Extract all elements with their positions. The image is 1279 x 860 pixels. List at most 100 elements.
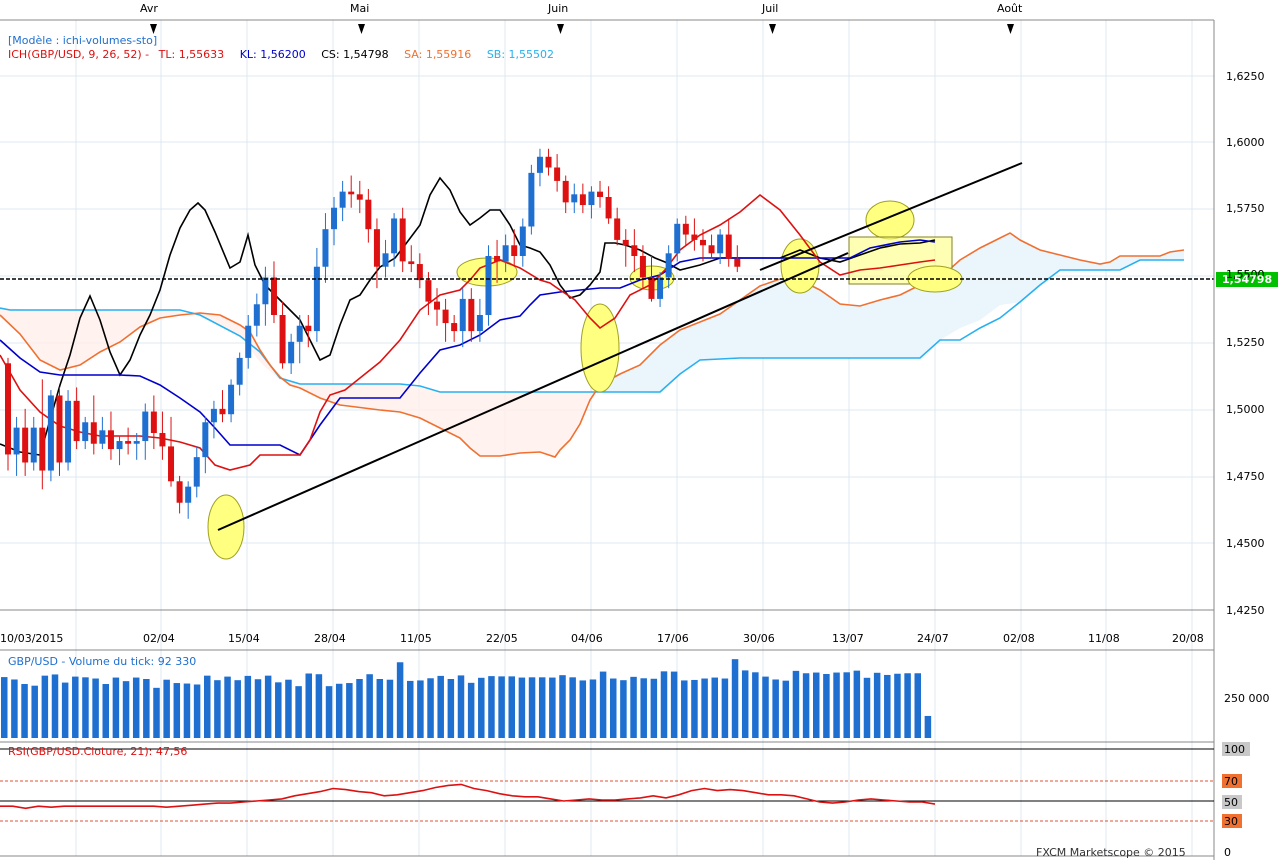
candlestick bbox=[442, 298, 449, 342]
candlestick bbox=[459, 288, 466, 348]
candlestick bbox=[168, 416, 175, 487]
rsi-level-label: 70 bbox=[1224, 775, 1238, 788]
tenkan-value: TL: 1,55633 bbox=[158, 48, 225, 61]
price-tick: 1,4250 bbox=[1226, 604, 1265, 617]
candlestick bbox=[245, 315, 252, 369]
candlestick bbox=[73, 387, 80, 450]
candlestick bbox=[717, 229, 724, 265]
volume-bar bbox=[11, 679, 18, 738]
volume-bar bbox=[224, 676, 231, 738]
volume-bar bbox=[924, 715, 932, 738]
highlight-ellipses bbox=[207, 200, 963, 560]
candlestick bbox=[511, 229, 518, 267]
candlestick bbox=[288, 333, 295, 374]
rsi-level-box-30 bbox=[1222, 814, 1242, 828]
candlestick bbox=[451, 315, 458, 342]
candlestick bbox=[597, 180, 604, 208]
rsi-level-box-70 bbox=[1222, 774, 1242, 788]
volume-bar bbox=[92, 678, 99, 738]
candlestick bbox=[56, 387, 63, 476]
volume-bar bbox=[528, 677, 536, 738]
candlestick bbox=[382, 239, 389, 278]
candlestick bbox=[219, 390, 226, 423]
volume-bar bbox=[904, 673, 911, 738]
volume-bar bbox=[204, 675, 211, 738]
candlestick bbox=[665, 245, 672, 289]
candlestick bbox=[107, 411, 114, 460]
volume-bar bbox=[660, 671, 668, 738]
candlestick bbox=[279, 301, 286, 369]
candlestick bbox=[142, 403, 149, 460]
volume-bar bbox=[559, 675, 566, 738]
volume-bar bbox=[741, 670, 749, 738]
candlestick bbox=[125, 427, 132, 455]
volume-bar bbox=[813, 672, 820, 738]
volume-bar bbox=[21, 684, 28, 738]
candlestick bbox=[313, 247, 320, 342]
candlestick bbox=[734, 245, 741, 273]
volume-bar bbox=[366, 674, 373, 738]
volume-bar bbox=[457, 675, 465, 738]
volume-bar bbox=[701, 678, 708, 738]
date-tick: 22/05 bbox=[486, 632, 518, 645]
candlestick bbox=[699, 229, 706, 262]
price-tick: 1,4750 bbox=[1226, 470, 1265, 483]
volume-bar bbox=[61, 682, 69, 738]
volume-bar bbox=[599, 671, 607, 738]
volume-bar bbox=[549, 677, 556, 738]
candlestick bbox=[468, 288, 475, 342]
candlestick bbox=[253, 293, 260, 337]
candlestick bbox=[270, 261, 277, 324]
month-label: Mai bbox=[350, 2, 370, 15]
price-tick: 1,4500 bbox=[1226, 537, 1265, 550]
date-tick: 15/04 bbox=[228, 632, 260, 645]
date-tick: 24/07 bbox=[917, 632, 949, 645]
last-price-label: 1,54798 bbox=[1222, 273, 1273, 286]
volume-bar bbox=[31, 685, 38, 738]
indicator-legend: ICH(GBP/USD, 9, 26, 52) - TL: 1,55633 KL… bbox=[8, 48, 554, 61]
candlestick bbox=[373, 218, 380, 289]
candlestick bbox=[339, 180, 346, 222]
volume-bar bbox=[508, 676, 515, 738]
volume-bar bbox=[417, 680, 424, 738]
candlestick bbox=[228, 379, 235, 423]
volume-bar bbox=[620, 680, 627, 738]
volume-bar bbox=[376, 678, 384, 738]
volume-bar bbox=[853, 670, 861, 738]
candlestick bbox=[322, 213, 329, 283]
candlestick bbox=[22, 408, 29, 476]
volume-panel-title: GBP/USD - Volume du tick: 92 330 bbox=[8, 655, 197, 668]
candlestick bbox=[408, 245, 415, 273]
candlestick bbox=[348, 175, 355, 208]
volume-bar bbox=[752, 672, 759, 738]
trend-line-upper bbox=[759, 162, 1023, 271]
volume-bar bbox=[833, 672, 840, 738]
candlestick bbox=[5, 357, 11, 471]
volume-bar bbox=[295, 686, 302, 738]
senkou-span-a-line bbox=[0, 232, 1185, 458]
candlestick bbox=[708, 234, 715, 259]
date-tick: 02/08 bbox=[1003, 632, 1035, 645]
volume-bar bbox=[102, 684, 109, 738]
candlestick bbox=[691, 218, 698, 251]
date-tick: 04/06 bbox=[571, 632, 603, 645]
volume-bar bbox=[143, 678, 150, 738]
volume-bar bbox=[447, 678, 455, 738]
volume-bars bbox=[1, 659, 932, 738]
candlestick bbox=[502, 234, 509, 273]
candlestick bbox=[296, 315, 303, 364]
candlestick bbox=[528, 164, 535, 235]
month-label: Juin bbox=[548, 2, 569, 15]
volume-bar bbox=[51, 674, 59, 738]
volume-bar bbox=[863, 677, 871, 738]
volume-bar bbox=[823, 673, 830, 738]
date-tick: 02/04 bbox=[143, 632, 175, 645]
senkou-a-value: SA: 1,55916 bbox=[404, 48, 472, 61]
candlestick bbox=[657, 272, 664, 307]
volume-bar bbox=[772, 679, 779, 738]
volume-bar bbox=[193, 684, 201, 738]
volume-bar bbox=[346, 683, 353, 738]
candlestick bbox=[65, 390, 72, 471]
volume-bar bbox=[914, 673, 921, 738]
